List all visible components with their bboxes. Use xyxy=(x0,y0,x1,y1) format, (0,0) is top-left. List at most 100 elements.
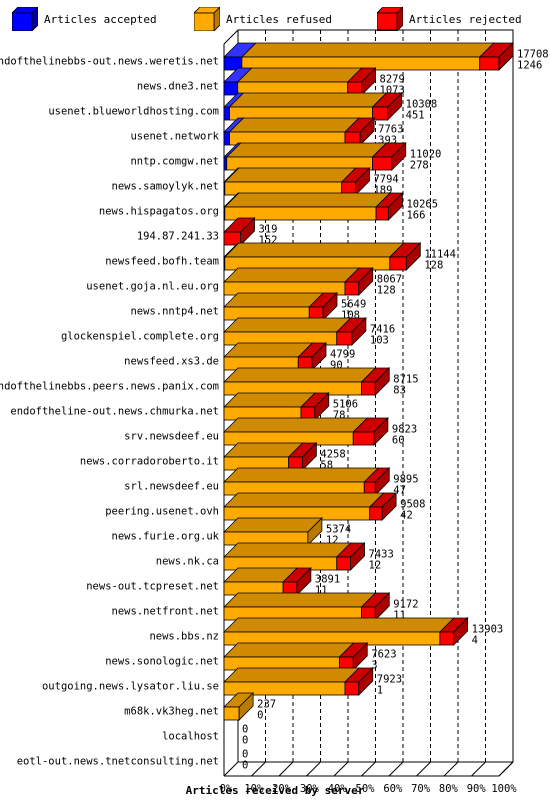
bar-rejected-side xyxy=(355,167,370,196)
data-label-rejected: 278 xyxy=(410,160,429,172)
category-label: srl.newsdeef.eu xyxy=(124,481,219,493)
data-label-total: 0 xyxy=(242,724,248,736)
bar-refused-top xyxy=(240,42,495,58)
bar-rejected-side xyxy=(381,492,397,521)
data-label-rejected: 3 xyxy=(371,660,377,672)
data-label-rejected: 128 xyxy=(377,285,396,297)
bar-refused-top xyxy=(236,67,363,83)
data-label-rejected: 12 xyxy=(369,560,382,572)
bar-refused-top xyxy=(223,167,357,183)
data-label-rejected: 103 xyxy=(370,335,389,347)
category-label: usenet.network xyxy=(130,131,219,143)
bar-refused-top xyxy=(223,667,360,683)
legend-swatch-rejected xyxy=(377,7,403,31)
data-label-total: 7763 xyxy=(378,124,403,136)
category-label: outgoing.news.lysator.liu.se xyxy=(42,681,219,693)
data-label-total: 9895 xyxy=(393,474,418,486)
category-label: glockenspiel.complete.org xyxy=(61,331,219,343)
data-label-total: 13903 xyxy=(472,624,504,636)
x-tick-label: 40% xyxy=(328,783,348,795)
data-label-total: 319 xyxy=(259,224,278,236)
bar-accepted xyxy=(223,156,228,171)
x-tick-label: 50% xyxy=(356,783,376,795)
bar-rejected-side xyxy=(352,642,368,671)
gridline-floor xyxy=(416,761,431,777)
bar-rejected xyxy=(336,331,353,346)
bar-refused-top xyxy=(228,117,360,133)
bar-rejected xyxy=(479,56,500,71)
bar-rejected-side xyxy=(240,217,255,246)
bar-rejected-side xyxy=(296,567,312,596)
x-tick-label: 70% xyxy=(411,783,431,795)
gridline-floor xyxy=(443,761,459,777)
x-tick-label: 0% xyxy=(220,783,233,795)
category-label: nntp.comgw.net xyxy=(130,156,219,168)
bar-rejected-side xyxy=(373,417,389,446)
bar-refused xyxy=(223,706,240,721)
bar-rejected xyxy=(361,381,376,396)
category-label: news.netfront.net xyxy=(112,606,219,618)
category-label: m68k.vk3heg.net xyxy=(124,706,219,718)
bar-rejected-side xyxy=(322,292,338,321)
bar-accepted xyxy=(223,81,239,96)
gridline-floor xyxy=(388,761,404,777)
axis-corner xyxy=(223,761,239,777)
data-label-rejected: 128 xyxy=(424,260,443,272)
legend-refused: Articles refused xyxy=(194,6,332,32)
bar-accepted xyxy=(223,106,230,121)
bar-refused-top xyxy=(223,467,380,483)
gridline-floor xyxy=(471,761,486,777)
bar-rejected-side xyxy=(374,467,390,496)
data-label-total: 4799 xyxy=(330,349,355,361)
bar-refused-top xyxy=(223,617,455,633)
bar-rejected-side xyxy=(453,617,469,646)
data-label-total: 11020 xyxy=(410,149,442,161)
category-label: localhost xyxy=(162,731,219,743)
x-axis-title: Articles received by server xyxy=(185,784,365,797)
category-label: endoftheline-out.news.chmurka.net xyxy=(10,406,219,418)
bar-refused-top xyxy=(228,92,388,108)
legend-label-rejected: Articles rejected xyxy=(409,12,522,26)
data-label-total: 5374 xyxy=(326,524,351,536)
bar-rejected-side xyxy=(301,442,317,471)
bar-rejected-side xyxy=(361,67,376,96)
gridline-floor xyxy=(306,761,321,777)
data-label-total: 7623 xyxy=(371,649,396,661)
bar-rejected-side xyxy=(374,592,390,621)
gridline-floor xyxy=(333,761,349,777)
category-label: newsfeed.xs3.de xyxy=(124,356,219,368)
x-tick-label: 10% xyxy=(244,783,264,795)
bar-rejected-side xyxy=(498,42,514,71)
category-label: news.dne3.net xyxy=(137,81,219,93)
data-label-total: 8067 xyxy=(377,274,402,286)
bar-rejected xyxy=(352,431,375,446)
data-label-total: 10265 xyxy=(406,199,438,211)
x-tick-label: 30% xyxy=(300,783,320,795)
category-label: news.samoylyk.net xyxy=(112,181,219,193)
bar-rejected xyxy=(336,556,351,571)
data-label-total: 4258 xyxy=(320,449,345,461)
category-label: srv.newsdeef.eu xyxy=(124,431,219,443)
data-label-total: 5106 xyxy=(333,399,358,411)
category-label: news.corradoroberto.it xyxy=(80,456,219,468)
data-label-rejected: 166 xyxy=(406,210,425,222)
data-label-total: 0 xyxy=(242,749,248,761)
bar-refused-top xyxy=(223,642,355,658)
data-label-rejected: 0 xyxy=(242,760,248,772)
data-label-total: 7416 xyxy=(370,324,395,336)
category-label: news.furie.org.uk xyxy=(112,531,220,543)
bar-rejected-side xyxy=(359,117,375,146)
data-label-total: 7923 xyxy=(377,674,402,686)
bar-rejected xyxy=(439,631,455,646)
x-tick-label: 20% xyxy=(272,783,292,795)
x-tick-label: 80% xyxy=(439,783,459,795)
bar-refused-top xyxy=(223,317,352,333)
data-label-total: 9172 xyxy=(393,599,418,611)
category-label: news.sonologic.net xyxy=(105,656,219,668)
data-label-rejected: 1246 xyxy=(517,60,542,72)
x-tick-label: 100% xyxy=(491,783,517,795)
legend-label-refused: Articles refused xyxy=(226,12,332,26)
bar-refused-top xyxy=(223,242,405,258)
data-label-rejected: 42 xyxy=(400,510,413,522)
